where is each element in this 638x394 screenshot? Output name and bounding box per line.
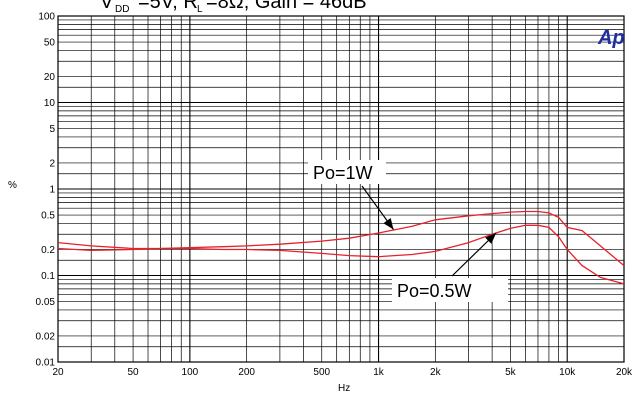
annotation-po-1w-arrowhead	[383, 217, 394, 230]
x-tick-label: 10k	[559, 367, 576, 378]
y-tick-label: 0.01	[36, 358, 56, 369]
x-tick-labels: 20 50 100 200 500 1k 2k 5k 10k 20k	[52, 367, 633, 378]
annotation-po-1w-label: Po=1W	[313, 163, 373, 183]
series-line-po-1w	[57, 210, 625, 267]
title-r-subscript: L	[197, 4, 203, 15]
title-v: V	[100, 0, 114, 13]
x-tick-label: 20	[52, 367, 64, 378]
x-tick-label: 200	[238, 367, 255, 378]
x-tick-label: 20k	[616, 367, 633, 378]
annotation-po-05w-arrowhead	[485, 232, 497, 244]
x-axis-label: Hz	[338, 383, 350, 394]
y-axis-label: %	[8, 180, 17, 191]
y-tick-label: 10	[44, 98, 56, 109]
annotation-po-1w: Po=1W	[308, 160, 394, 230]
annotation-po-05w-label: Po=0.5W	[397, 281, 472, 301]
y-tick-label: 5	[49, 124, 55, 135]
ap-brand-logo: Ap	[597, 27, 625, 49]
y-tick-label: 1	[49, 185, 55, 196]
y-tick-label: 20	[44, 72, 56, 83]
chart-title: V DD =5V, R L =8Ω, Gain = 46dB	[100, 0, 367, 15]
series-lines	[57, 210, 625, 285]
x-tick-label: 50	[128, 367, 140, 378]
grid	[57, 15, 625, 363]
y-tick-label: 0.1	[41, 271, 55, 282]
annotation-po-1w-box	[308, 160, 386, 184]
y-tick-label: 2	[49, 158, 55, 169]
y-tick-label: 0.02	[36, 331, 56, 342]
annotation-po-05w-box	[392, 278, 508, 302]
x-tick-label: 5k	[505, 367, 517, 378]
annotation-po-05w: Po=0.5W	[392, 232, 508, 302]
y-tick-label: 0.5	[41, 211, 55, 222]
y-tick-labels: 100 50 20 10 5 2 1 0.5 0.2 0.1 0.05 0.02 0.01	[36, 12, 56, 369]
x-tick-label: 2k	[430, 367, 442, 378]
series-line-po-05w	[57, 224, 625, 285]
title-v-subscript: DD	[115, 4, 129, 15]
title-supply-load: =5V, R	[138, 0, 198, 13]
x-tick-label: 1k	[373, 367, 385, 378]
y-tick-label: 0.2	[41, 245, 55, 256]
x-tick-label: 500	[313, 367, 330, 378]
x-tick-label: 100	[182, 367, 199, 378]
y-tick-label: 100	[38, 12, 55, 23]
title-gain: =8Ω, Gain = 46dB	[206, 0, 367, 13]
y-tick-label: 50	[44, 38, 56, 49]
y-tick-label: 0.05	[36, 297, 56, 308]
annotations: Po=1W Po=0.5W	[308, 160, 508, 302]
